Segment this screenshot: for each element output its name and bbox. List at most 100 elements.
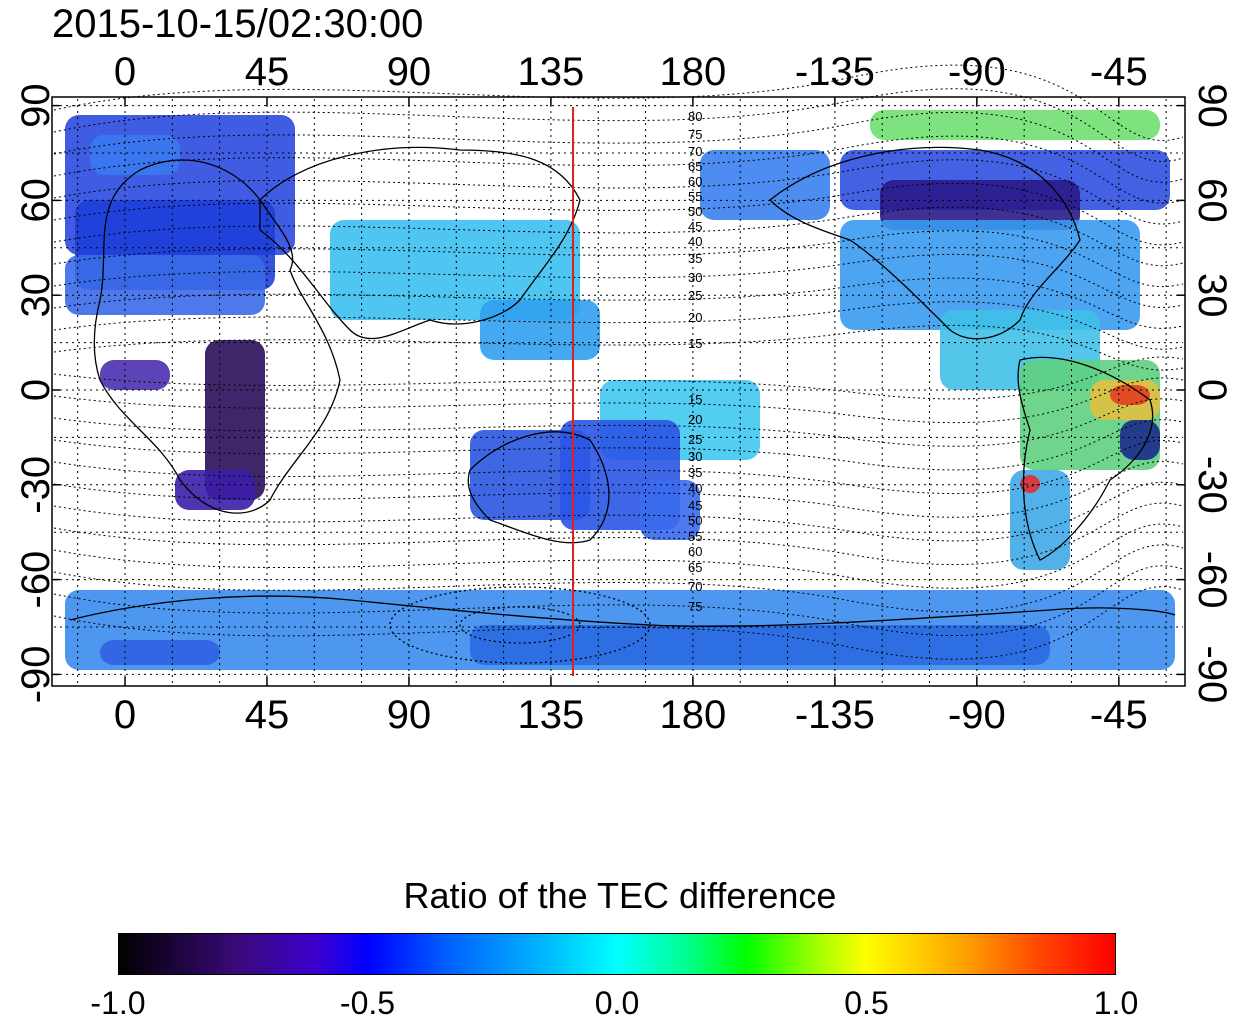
tec-patch [100,640,220,665]
lon-label-bottom: -90 [948,693,1006,737]
colorbar-tick-label: 0.0 [594,985,640,1021]
lon-label-top: 90 [387,50,432,94]
contour-label-north: 80 [688,109,702,124]
contour-line [53,230,1184,288]
contour-label-south: 60 [688,544,702,559]
coast-europe-africa [93,159,341,514]
contour-label-south: 50 [688,513,702,528]
tec-patch [1120,420,1160,460]
contour-label-south: 35 [688,465,702,480]
contour-label-north: 70 [688,144,702,159]
lon-label-top: -90 [948,50,1006,94]
contour-label-north: 60 [688,174,702,189]
contour-label-north: 50 [688,204,702,219]
lat-label-left: 30 [14,273,58,318]
contour-line [53,183,1184,246]
contour-label-north: 20 [688,310,702,325]
coastlines [69,146,1176,627]
lat-label-right: -30 [1190,456,1234,514]
contour-line [53,206,1184,267]
tec-patch [470,625,1050,665]
lon-label-top: -135 [795,50,875,94]
tec-patch [90,135,180,175]
tec-patch [65,255,265,315]
contour-line [53,356,1184,400]
lon-label-bottom: -45 [1090,693,1148,737]
lat-label-left: 90 [14,83,58,128]
map-frame [51,96,1186,687]
colorbar-tick-label: -0.5 [339,985,396,1021]
contour-line [53,544,1184,613]
tec-map: 8075706560555045403530252015152025303540… [14,50,1234,737]
contour-line [53,460,1184,518]
coast-australia [467,431,610,544]
lat-label-left: -30 [14,456,58,514]
contour-ring-inner [459,606,581,644]
contour-label-south: 45 [688,498,702,513]
map-title: 2015-10-15/02:30:00 [52,2,424,46]
lon-label-bottom: 45 [245,693,290,737]
lon-label-bottom: -135 [795,693,875,737]
contour-label-north: 45 [688,219,702,234]
lat-label-right: 90 [1190,83,1234,128]
tec-patch [870,110,1160,140]
lat-label-right: 30 [1190,273,1234,318]
lon-label-top: 180 [660,50,727,94]
contour-label-south: 65 [688,560,702,575]
tec-patch [1020,475,1040,493]
lat-label-left: 60 [14,178,58,223]
axis-ticks: 0045459090135135180180-135-135-90-90-45-… [14,50,1234,737]
tec-patch [175,470,255,510]
tec-patch [640,480,700,540]
coast-south-america [1017,356,1154,561]
contour-label-south: 75 [688,599,702,614]
contour-line [53,586,1184,660]
lat-label-left: -90 [14,645,58,703]
contour-label-north: 35 [688,251,702,266]
contour-label-south: 20 [688,412,702,427]
lon-label-bottom: 135 [518,693,585,737]
contour-line [53,159,1184,225]
contour-line [53,112,1184,183]
coast-antarctica [69,595,1176,627]
tec-patch [880,180,1080,230]
contour-label-south: 40 [688,481,702,496]
contour-line [53,481,1184,542]
contour-line [53,135,1184,204]
colorbar-title: Ratio of the TEC difference [403,875,837,916]
contour-label-north: 75 [688,127,702,142]
lat-label-right: 0 [1190,379,1234,401]
tec-patch [840,220,1140,330]
contour-line [53,502,1184,565]
lat-label-right: 60 [1190,178,1234,223]
lon-label-bottom: 0 [114,693,136,737]
lon-label-bottom: 180 [660,693,727,737]
colorbar [118,933,1116,975]
contour-ring-outer [389,586,651,664]
lat-label-right: -90 [1190,645,1234,703]
contour-label-north: 30 [688,270,702,285]
colorbar-tick-label: 1.0 [1093,985,1139,1021]
coast-asia [259,146,581,340]
lon-label-bottom: 90 [387,693,432,737]
tec-patch [100,360,170,390]
lat-label-left: -60 [14,551,58,609]
tec-patch [700,150,830,220]
lon-label-top: 135 [518,50,585,94]
colorbar-tick-label: -1.0 [90,985,146,1021]
contour-label-north: 40 [688,234,702,249]
colorbar-tick-label: 0.5 [844,985,889,1021]
contour-label-south: 55 [688,529,702,544]
contour-label-south: 30 [688,449,702,464]
contour-label-north: 65 [688,159,702,174]
contour-line [53,565,1184,636]
lon-label-top: -45 [1090,50,1148,94]
magnetic-contours [53,64,1184,664]
lon-label-top: 45 [245,50,290,94]
contour-line [53,523,1184,589]
contour-label-north: 55 [688,189,702,204]
contour-label-north: 25 [688,288,702,303]
tec-patch [480,300,600,360]
contour-label-south: 25 [688,432,702,447]
lat-label-right: -60 [1190,551,1234,609]
